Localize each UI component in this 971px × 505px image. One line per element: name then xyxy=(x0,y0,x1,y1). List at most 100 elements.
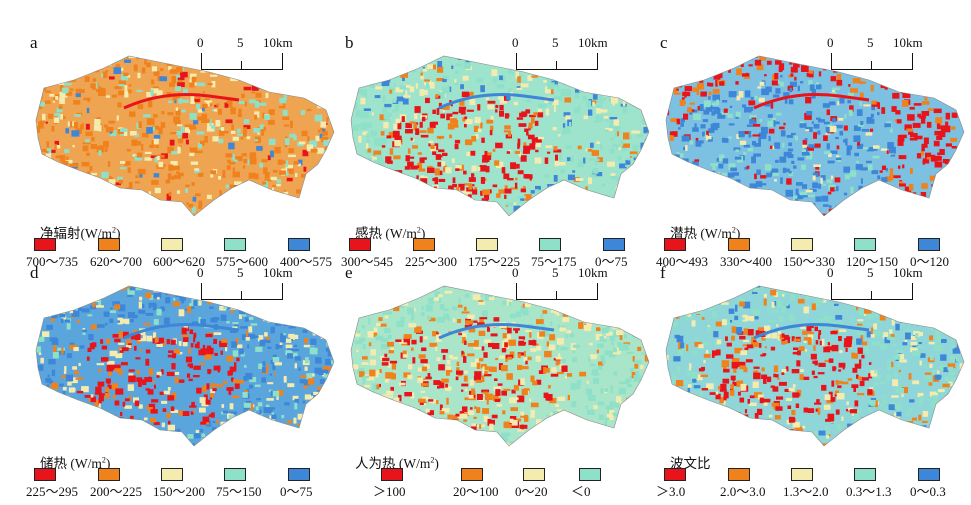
map-patch xyxy=(641,449,646,450)
map-patch xyxy=(854,152,859,157)
map-patch xyxy=(368,317,371,325)
map-patch xyxy=(742,131,750,135)
map-patch xyxy=(540,314,544,318)
map-patch xyxy=(826,143,830,150)
map-patch xyxy=(869,75,872,79)
map-patch xyxy=(630,328,634,332)
map-patch xyxy=(691,205,699,211)
map-patch xyxy=(207,301,212,305)
map-patch xyxy=(287,63,291,70)
map-patch xyxy=(827,160,835,164)
map-patch xyxy=(823,121,830,125)
scale-0: 0 xyxy=(512,265,519,280)
map-patch xyxy=(696,61,701,67)
map-patch xyxy=(213,365,221,371)
map-patch xyxy=(471,388,475,395)
map-patch xyxy=(899,201,906,208)
map-patch xyxy=(231,309,234,314)
map-patch xyxy=(926,121,932,128)
map-patch xyxy=(153,114,158,118)
map-patch xyxy=(503,219,506,220)
map-patch xyxy=(83,408,90,411)
map-patch xyxy=(62,387,67,391)
map-patch xyxy=(305,69,309,74)
map-patch xyxy=(103,423,110,430)
map-patch xyxy=(935,84,938,87)
map-patch xyxy=(839,98,845,104)
map-patch xyxy=(312,189,316,193)
map-patch xyxy=(967,416,969,418)
map-patch xyxy=(192,375,200,378)
map-patch xyxy=(557,184,561,188)
map-patch xyxy=(597,365,603,370)
map-patch xyxy=(151,431,157,436)
map-patch xyxy=(624,217,627,220)
map-patch xyxy=(952,97,959,104)
map-patch xyxy=(595,448,599,450)
map-patch xyxy=(791,56,796,59)
map-patch xyxy=(156,154,165,158)
map-patch xyxy=(505,354,513,359)
map-patch xyxy=(559,187,562,190)
map-patch xyxy=(238,348,244,355)
map-patch xyxy=(696,83,705,90)
map-patch xyxy=(514,150,520,154)
map-patch xyxy=(322,90,326,94)
map-patch xyxy=(402,351,408,358)
map-patch xyxy=(818,430,826,436)
map-patch xyxy=(225,184,230,189)
legend-label: 225～300 xyxy=(405,254,458,269)
map-patch xyxy=(69,121,73,128)
map-patch xyxy=(358,169,361,174)
map-patch xyxy=(496,403,503,407)
map-patch xyxy=(529,431,537,437)
map-patch xyxy=(421,347,427,352)
map-patch xyxy=(167,112,174,116)
map-patch xyxy=(57,283,62,286)
map-patch xyxy=(179,145,182,148)
map-patch xyxy=(626,422,632,426)
map-patch xyxy=(930,61,934,68)
map-patch xyxy=(243,86,252,91)
map-patch xyxy=(928,342,935,345)
map-patch xyxy=(466,431,475,435)
map-patch xyxy=(503,130,511,133)
map-patch xyxy=(849,197,855,202)
map-patch xyxy=(957,177,962,182)
panel-letter: a xyxy=(30,33,38,52)
map-patch xyxy=(107,417,113,423)
map-patch xyxy=(306,144,314,152)
map-patch xyxy=(806,331,814,335)
legend-swatch xyxy=(539,238,561,251)
map-patch xyxy=(609,444,613,446)
map-patch xyxy=(237,442,245,446)
map-patch xyxy=(64,319,70,323)
map-patch xyxy=(219,340,228,348)
map-patch xyxy=(537,106,543,113)
map-patch xyxy=(776,324,779,327)
map-patch xyxy=(561,440,564,444)
map-patch xyxy=(156,155,160,161)
map-patch xyxy=(495,358,498,361)
map-patch xyxy=(585,186,588,192)
map-patch xyxy=(695,174,702,181)
map-patch xyxy=(518,195,526,199)
map-patch xyxy=(748,100,756,106)
map-patch xyxy=(407,161,414,167)
map-patch xyxy=(69,200,74,204)
map-patch xyxy=(247,334,256,339)
map-patch xyxy=(92,302,96,308)
map-patch xyxy=(394,50,398,54)
map-patch xyxy=(300,110,305,115)
map-patch xyxy=(810,151,813,157)
map-patch xyxy=(785,189,793,197)
map-patch xyxy=(109,310,116,313)
map-patch xyxy=(224,199,229,207)
map-patch xyxy=(132,449,136,450)
map-patch xyxy=(772,51,778,56)
map-patch xyxy=(689,316,695,320)
map-patch xyxy=(518,152,522,157)
map-patch xyxy=(214,104,219,108)
map-patch xyxy=(124,91,129,98)
map-patch xyxy=(922,56,929,59)
